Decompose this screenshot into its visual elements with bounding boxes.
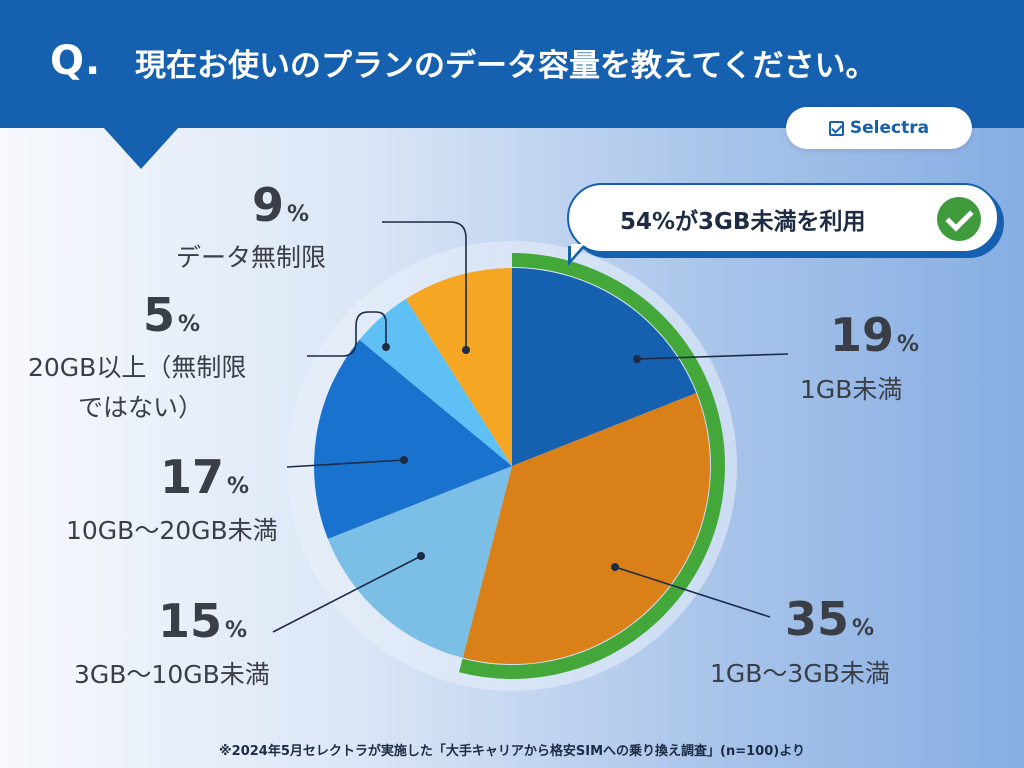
pie-slice-0	[512, 268, 697, 466]
logo-text: Selectra	[849, 118, 930, 138]
logo-check-icon	[828, 120, 844, 136]
label-pct-2: 15%	[158, 594, 247, 648]
leader-line-1	[614, 566, 771, 618]
question-mark: Q.	[50, 38, 102, 84]
pct-value-3: 17	[160, 450, 225, 504]
pct-value-1: 35	[785, 592, 850, 646]
pct-value-2: 15	[158, 594, 223, 648]
label-pct-3: 17%	[160, 450, 249, 504]
pct-sign-3: %	[227, 474, 250, 499]
leader-dot-2	[417, 552, 425, 560]
pie-slice-3	[314, 339, 512, 539]
pct-value-5: 9	[252, 178, 285, 232]
label-category-1: 1GB〜3GB未満	[710, 659, 890, 688]
pct-value-4: 5	[143, 288, 176, 342]
leader-line-3	[286, 459, 405, 468]
leader-dot-4	[382, 343, 390, 351]
pct-sign-0: %	[897, 332, 920, 357]
check-circle-icon	[937, 197, 981, 241]
label-category-4-line1: 20GB以上（無制限	[28, 353, 247, 382]
leader-dot-5	[462, 346, 470, 354]
leader-dot-0	[633, 355, 641, 363]
pct-value-0: 19	[830, 308, 895, 362]
page-title: 現在お使いのプランのデータ容量を教えてください。	[135, 48, 877, 84]
pct-sign-1: %	[852, 616, 875, 641]
pie-slice-1	[462, 393, 711, 664]
label-category-2: 3GB〜10GB未満	[74, 660, 270, 689]
leader-line-5	[382, 221, 467, 350]
label-pct-1: 35%	[785, 592, 874, 646]
highlight-callout	[567, 183, 999, 253]
label-pct-4: 5%	[143, 288, 200, 342]
leader-line-0	[636, 353, 789, 360]
pct-sign-5: %	[287, 202, 310, 227]
leader-line-2	[272, 555, 422, 633]
label-category-4-line2: ではない）	[78, 393, 204, 422]
header-tail	[103, 127, 179, 169]
header-bar	[0, 0, 1024, 128]
leader-dot-1	[611, 563, 619, 571]
footnote: ※2024年5月セレクトラが実施した「大手キャリアから格安SIMへの乗り換え調査…	[219, 744, 805, 759]
pie-slice-5	[405, 268, 512, 466]
callout-tail-fill	[571, 244, 584, 259]
pie-slice-4	[359, 298, 512, 466]
highlight-ring	[459, 253, 725, 679]
leader-dot-3	[400, 456, 408, 464]
pct-sign-2: %	[225, 618, 248, 643]
label-category-0: 1GB未満	[800, 375, 903, 404]
label-category-5: データ無制限	[176, 243, 327, 272]
label-pct-0: 19%	[830, 308, 919, 362]
leader-line-4	[307, 311, 387, 357]
pie-slice-2	[327, 466, 512, 658]
label-category-3: 10GB〜20GB未満	[66, 516, 278, 545]
selectra-logo: Selectra	[786, 107, 972, 149]
label-pct-5: 9%	[252, 178, 309, 232]
pct-sign-4: %	[178, 312, 201, 337]
callout-text: 54%が3GB未満を利用	[620, 209, 866, 235]
